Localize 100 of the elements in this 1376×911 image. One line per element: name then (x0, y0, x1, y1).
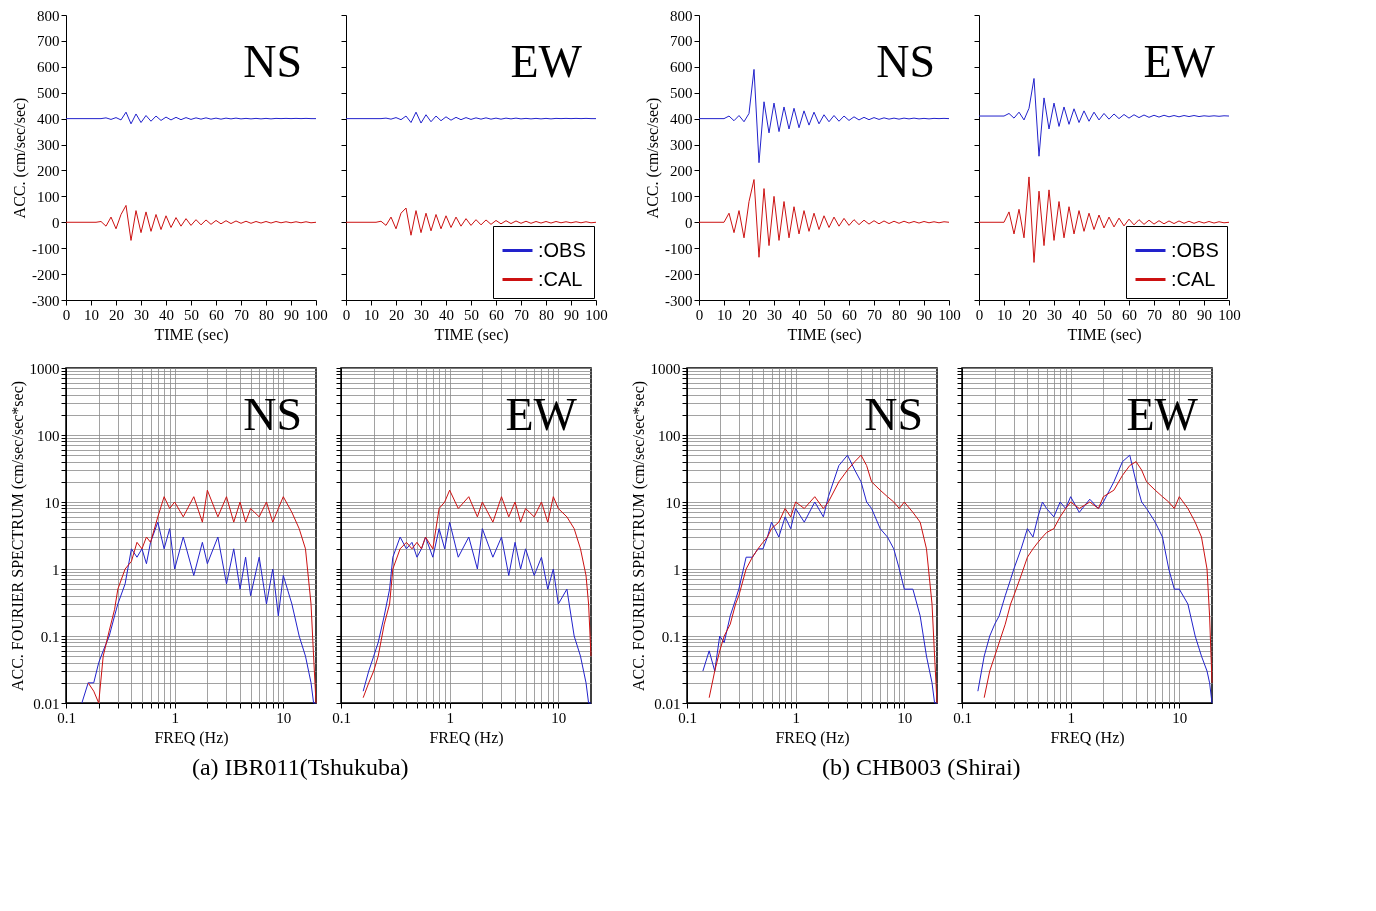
x-tick-label: 60 (842, 306, 857, 323)
y-tick-label: 500 (37, 85, 60, 102)
x-tick-label: 50 (1097, 306, 1112, 323)
chart-title: NS (243, 389, 302, 440)
y-tick-label: 700 (670, 33, 693, 50)
x-tick-label: 90 (284, 306, 299, 323)
x-tick-label: 10 (551, 709, 567, 726)
x-tick-label: 80 (539, 306, 554, 323)
y-tick-label: 100 (658, 427, 681, 444)
chart-title: NS (864, 389, 923, 440)
y-tick-label: 200 (670, 162, 693, 179)
x-tick-label: 20 (1022, 306, 1037, 323)
y-tick-label: 0.01 (33, 695, 60, 712)
x-tick-label: 100 (1218, 306, 1241, 323)
x-axis-title: TIME (sec) (434, 325, 509, 344)
y-axis-title: ACC. (cm/sec/sec) (644, 97, 662, 219)
x-tick-label: 10 (364, 306, 379, 323)
x-tick-label: 60 (1122, 306, 1137, 323)
chart-title: EW (510, 36, 583, 87)
x-tick-label: 10 (1172, 709, 1188, 726)
x-tick-label: 70 (867, 306, 882, 323)
y-tick-label: 300 (670, 137, 693, 154)
x-tick-label: 10 (997, 306, 1012, 323)
x-tick-label: 20 (389, 306, 404, 323)
x-tick-label: 30 (1047, 306, 1062, 323)
x-tick-label: 10 (897, 709, 913, 726)
y-tick-label: 500 (670, 85, 693, 102)
y-tick-label: 0.1 (661, 628, 681, 645)
chart-title: EW (1143, 36, 1216, 87)
y-tick-label: 0 (52, 214, 60, 231)
x-axis-title: TIME (sec) (154, 325, 229, 344)
legend-label: :OBS (1171, 238, 1219, 261)
chart-title: NS (243, 36, 302, 87)
x-tick-label: 50 (184, 306, 199, 323)
y-tick-label: 200 (37, 162, 60, 179)
x-tick-label: 40 (1072, 306, 1087, 323)
x-tick-label: 50 (464, 306, 479, 323)
text: (a) IBR011(Tshukuba) (191, 753, 409, 780)
x-tick-label: 70 (234, 306, 249, 323)
x-tick-label: 100 (305, 306, 328, 323)
chart-title: EW (1126, 389, 1199, 440)
x-axis-title: FREQ (Hz) (154, 728, 229, 747)
y-tick-label: -200 (665, 266, 693, 283)
y-tick-label: 10 (44, 494, 60, 511)
line-series (65, 204, 317, 241)
y-tick-label: 800 (37, 7, 60, 24)
y-tick-label: -300 (665, 292, 693, 309)
legend-label: :CAL (1171, 267, 1216, 290)
y-tick-label: 0.1 (40, 628, 60, 645)
y-tick-label: 600 (670, 59, 693, 76)
x-tick-label: 90 (1197, 306, 1212, 323)
y-tick-label: 400 (670, 111, 693, 128)
x-tick-label: 80 (259, 306, 274, 323)
x-tick-label: 1 (792, 709, 800, 726)
legend-label: :CAL (538, 267, 583, 290)
y-tick-label: -100 (32, 240, 60, 257)
x-axis-title: FREQ (Hz) (429, 728, 504, 747)
x-tick-label: 90 (564, 306, 579, 323)
x-tick-label: 40 (159, 306, 174, 323)
y-tick-label: -300 (32, 292, 60, 309)
x-tick-label: 10 (717, 306, 732, 323)
x-tick-label: 0 (342, 306, 351, 323)
x-tick-label: 60 (489, 306, 504, 323)
y-axis-title: ACC. FOURIER SPECTRUM (cm/sec/sec*sec) (629, 380, 648, 692)
y-tick-label: 400 (37, 111, 60, 128)
x-tick-label: 20 (109, 306, 124, 323)
x-axis-title: FREQ (Hz) (775, 728, 850, 747)
y-tick-label: 10 (665, 494, 681, 511)
y-tick-label: 100 (670, 188, 693, 205)
y-tick-label: 700 (37, 33, 60, 50)
chart-title: NS (876, 36, 935, 87)
x-tick-label: 40 (439, 306, 454, 323)
x-axis-title: FREQ (Hz) (1050, 728, 1125, 747)
y-tick-label: -200 (32, 266, 60, 283)
legend-label: :OBS (538, 238, 586, 261)
x-tick-label: 30 (767, 306, 782, 323)
x-tick-label: 100 (585, 306, 608, 323)
y-axis-title: ACC. FOURIER SPECTRUM (cm/sec/sec*sec) (8, 380, 27, 692)
x-tick-label: 1 (446, 709, 454, 726)
y-tick-label: 800 (670, 7, 693, 24)
y-tick-label: 100 (37, 427, 60, 444)
chart-title: EW (505, 389, 578, 440)
x-tick-label: 0.1 (332, 709, 351, 726)
y-tick-label: -100 (665, 240, 693, 257)
line-series (65, 111, 317, 125)
x-tick-label: 70 (514, 306, 529, 323)
line-series (698, 179, 950, 258)
y-tick-label: 100 (37, 188, 60, 205)
y-axis-title: ACC. (cm/sec/sec) (11, 97, 29, 219)
y-tick-label: 1 (673, 561, 681, 578)
x-axis-title: TIME (sec) (787, 325, 862, 344)
y-tick-label: 600 (37, 59, 60, 76)
x-tick-label: 30 (414, 306, 429, 323)
y-tick-label: 0.01 (654, 695, 681, 712)
x-tick-label: 20 (742, 306, 757, 323)
y-tick-label: 1000 (650, 360, 681, 377)
x-tick-label: 1 (1067, 709, 1075, 726)
x-tick-label: 60 (209, 306, 224, 323)
x-tick-label: 80 (892, 306, 907, 323)
text: (b) CHB003 (Shirai) (821, 753, 1021, 780)
